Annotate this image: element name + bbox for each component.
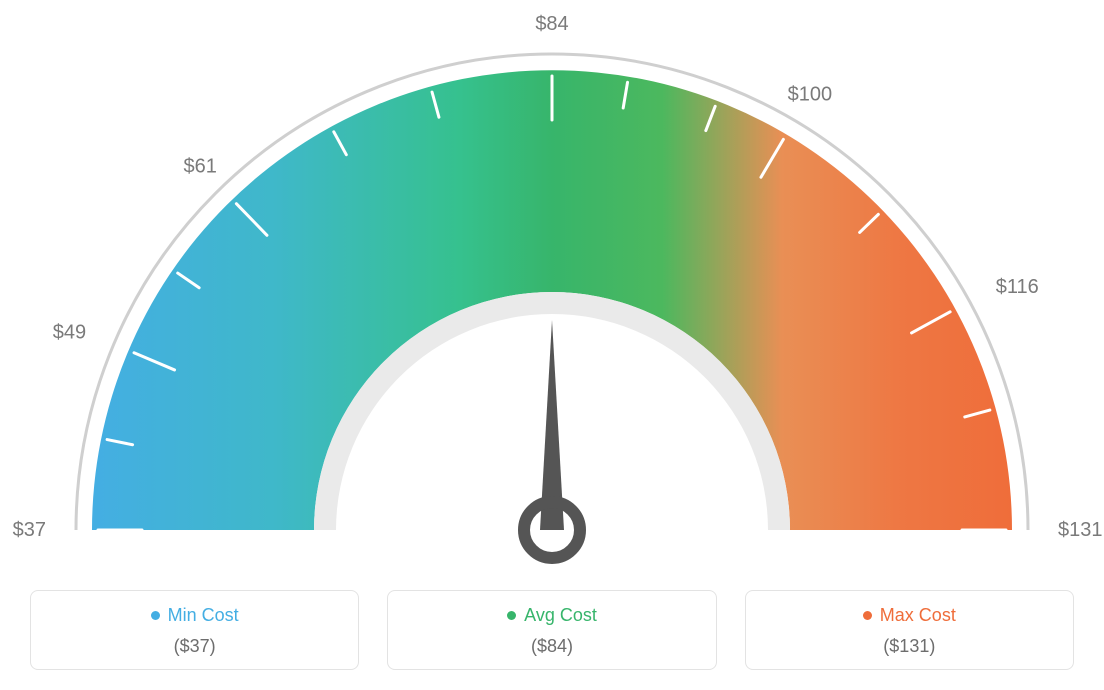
legend-value-min: ($37) <box>41 636 348 657</box>
legend-card-max: Max Cost ($131) <box>745 590 1074 670</box>
legend-title-max: Max Cost <box>863 605 956 626</box>
legend-card-min: Min Cost ($37) <box>30 590 359 670</box>
svg-text:$100: $100 <box>788 84 833 106</box>
legend-value-avg: ($84) <box>398 636 705 657</box>
legend-row: Min Cost ($37) Avg Cost ($84) Max Cost (… <box>0 590 1104 670</box>
legend-title-avg: Avg Cost <box>507 605 597 626</box>
svg-text:$37: $37 <box>13 519 46 541</box>
legend-dot-avg <box>507 611 516 620</box>
legend-value-max: ($131) <box>756 636 1063 657</box>
svg-text:$49: $49 <box>53 321 86 343</box>
gauge-svg: $37 $49 $61 $84 $100 $116 $131 <box>0 0 1104 570</box>
legend-title-min: Min Cost <box>151 605 239 626</box>
svg-text:$61: $61 <box>184 155 217 177</box>
cost-gauge-chart: $37 $49 $61 $84 $100 $116 $131 Min Cost ($37) … <box>0 0 1104 690</box>
legend-label-avg: Avg Cost <box>524 605 597 626</box>
legend-dot-min <box>151 611 160 620</box>
svg-text:$131: $131 <box>1058 519 1103 541</box>
legend-label-min: Min Cost <box>168 605 239 626</box>
svg-text:$116: $116 <box>996 276 1039 298</box>
legend-label-max: Max Cost <box>880 605 956 626</box>
svg-text:$84: $84 <box>535 13 568 35</box>
legend-card-avg: Avg Cost ($84) <box>387 590 716 670</box>
legend-dot-max <box>863 611 872 620</box>
